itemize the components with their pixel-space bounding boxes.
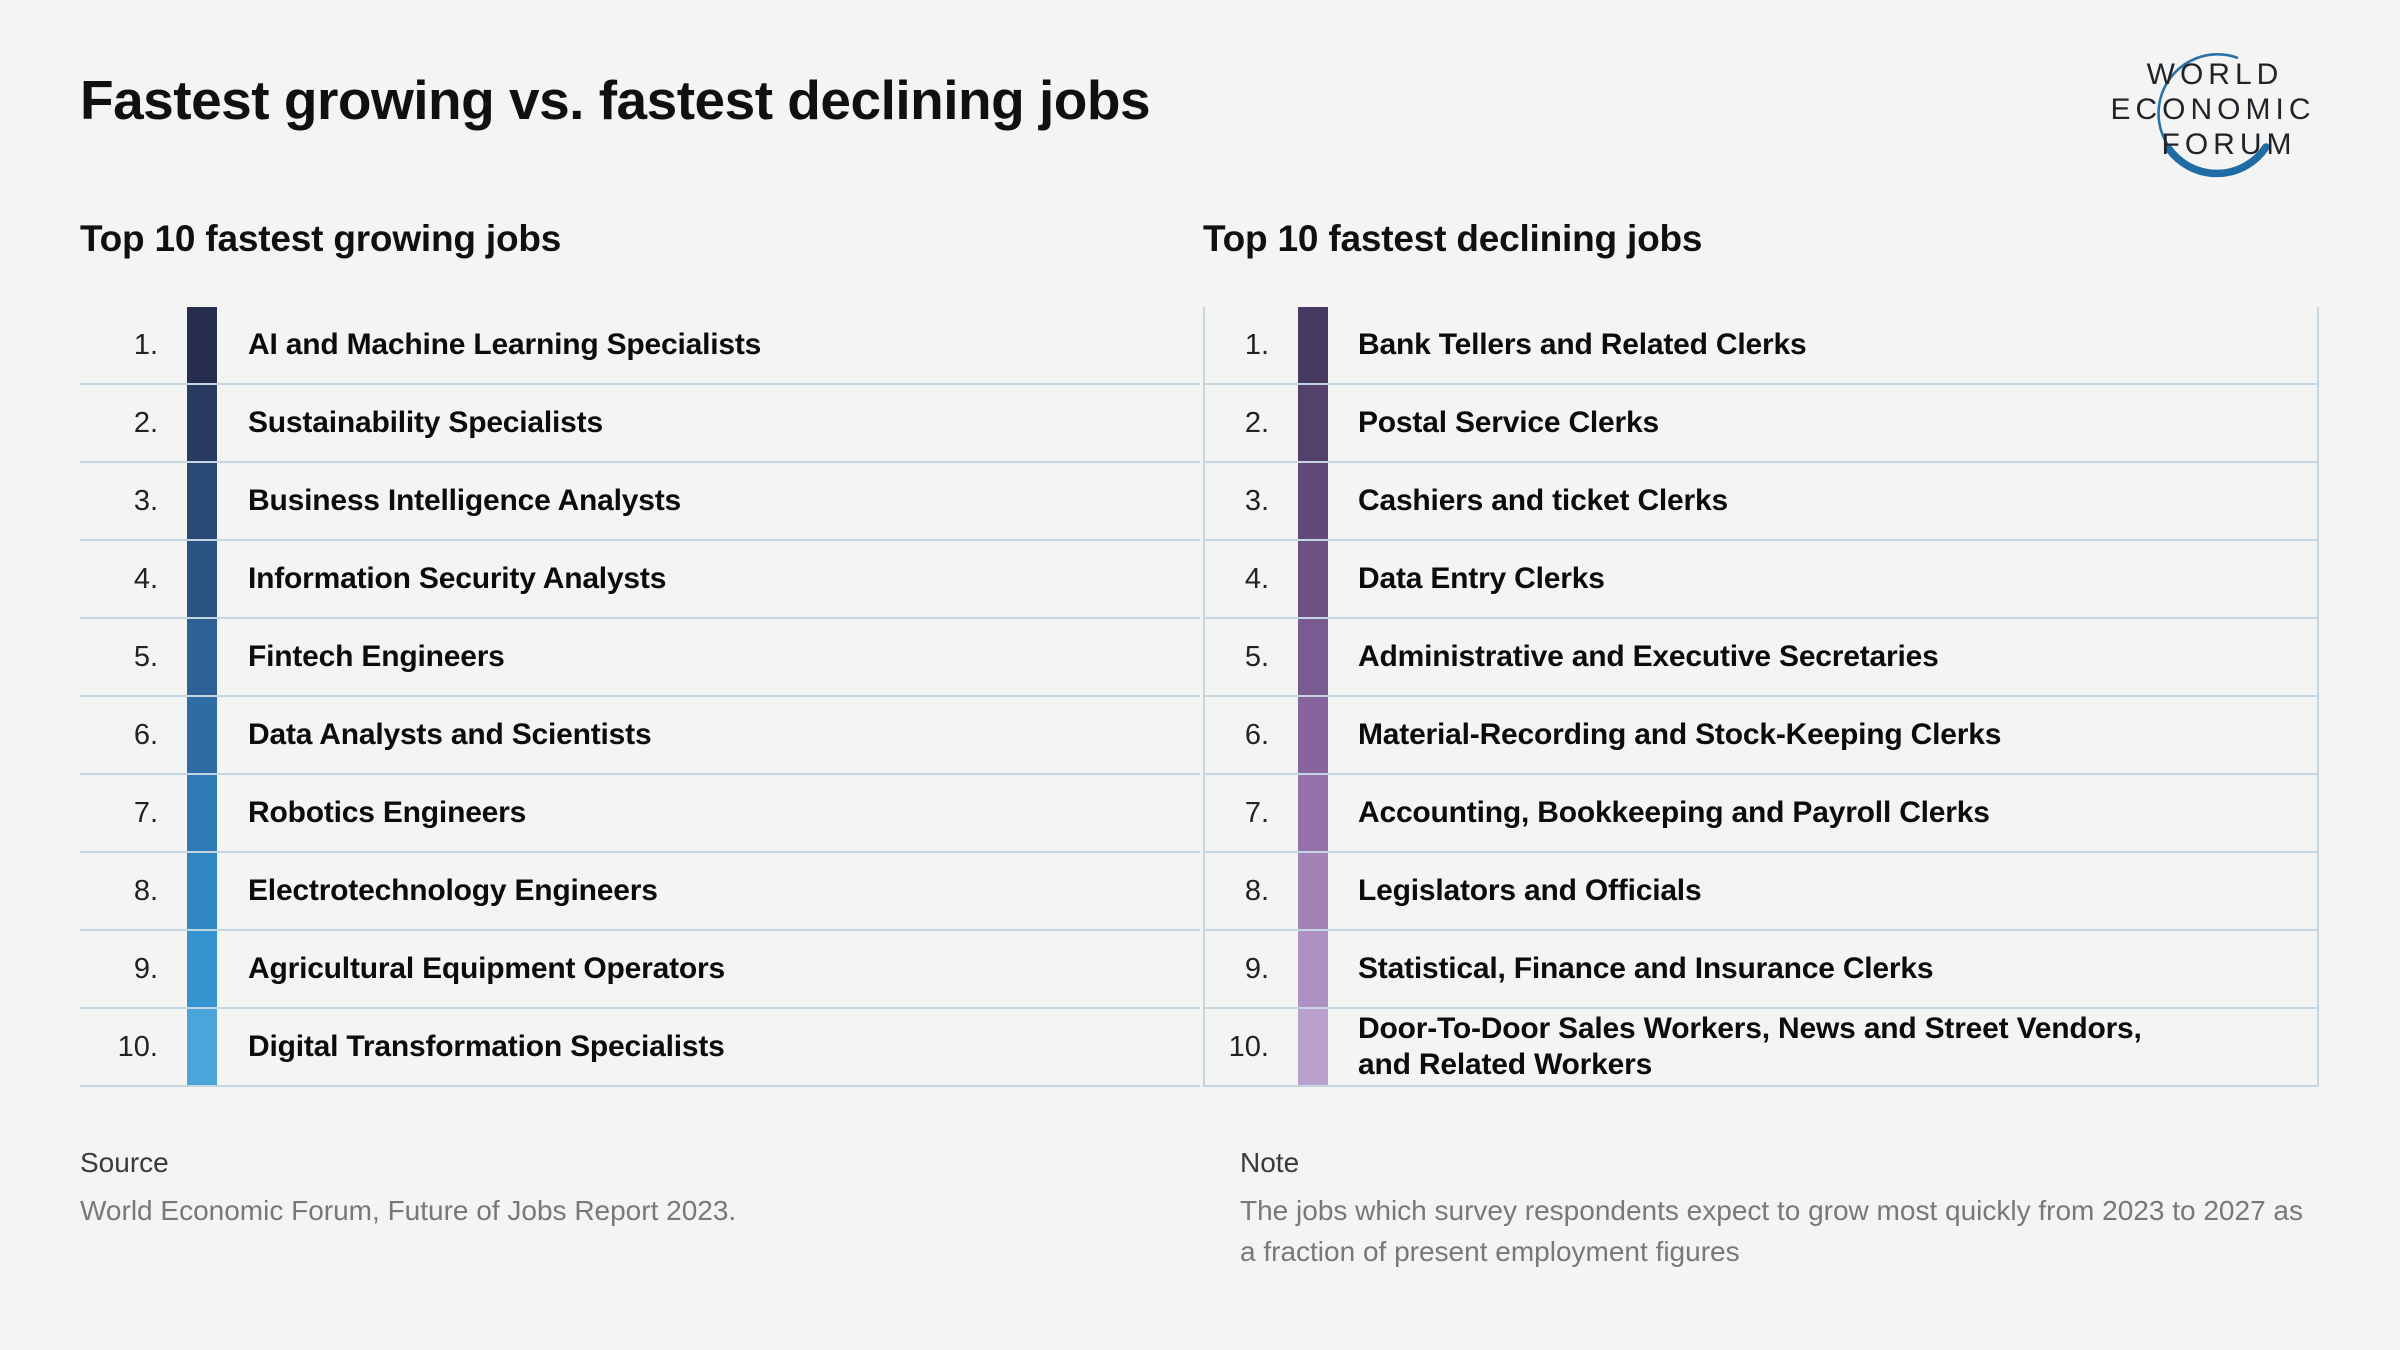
job-label: AI and Machine Learning Specialists [248, 328, 762, 361]
job-label: Sustainability Specialists [248, 406, 603, 439]
declining-heading: Top 10 fastest declining jobs [1203, 218, 1703, 259]
wef-logo-line-1: WORLD [2147, 58, 2284, 91]
job-label: Material-Recording and Stock-Keeping Cle… [1358, 718, 2002, 751]
source-text: World Economic Forum, Future of Jobs Rep… [80, 1195, 737, 1226]
rank-color-swatch [187, 463, 217, 539]
rank-color-swatch [187, 697, 217, 773]
source-heading: Source [80, 1147, 169, 1178]
table-row: 10. Digital Transformation Specialists [80, 1009, 1200, 1087]
note-block: Note The jobs which survey respondents e… [1240, 1147, 2325, 1272]
rank-color-swatch [1298, 775, 1328, 851]
growing-column: Top 10 fastest growing jobs 1. AI and Ma… [80, 218, 1200, 1087]
growing-heading: Top 10 fastest growing jobs [80, 218, 562, 259]
rank-color-swatch [1298, 697, 1328, 773]
rank-label: 2. [1244, 406, 1269, 439]
rank-label: 8. [133, 874, 158, 907]
rank-label: 9. [1244, 952, 1269, 985]
job-label: Business Intelligence Analysts [248, 484, 682, 517]
growing-list: 1. AI and Machine Learning Specialists 2… [80, 307, 1200, 1087]
job-label: Postal Service Clerks [1358, 406, 1659, 439]
rank-color-swatch [1298, 619, 1328, 695]
job-label: Robotics Engineers [248, 796, 527, 829]
rank-label: 1. [133, 328, 158, 361]
page-title: Fastest growing vs. fastest declining jo… [80, 69, 1151, 131]
table-row: 8. Electrotechnology Engineers [80, 853, 1200, 931]
rank-color-swatch [187, 931, 217, 1007]
rank-label: 8. [1244, 874, 1269, 907]
rank-color-swatch [187, 385, 217, 461]
table-row: 7. Accounting, Bookkeeping and Payroll C… [1205, 775, 2317, 853]
rank-color-swatch [187, 1009, 217, 1085]
table-row: 6. Data Analysts and Scientists [80, 697, 1200, 775]
table-row: 9. Agricultural Equipment Operators [80, 931, 1200, 1009]
rank-color-swatch [187, 307, 217, 383]
job-label: Accounting, Bookkeeping and Payroll Cler… [1358, 796, 1990, 829]
job-label: Electrotechnology Engineers [248, 874, 658, 907]
job-label: Digital Transformation Specialists [248, 1030, 725, 1063]
note-text: The jobs which survey respondents expect… [1240, 1195, 2303, 1267]
rank-color-swatch [1298, 463, 1328, 539]
rank-label: 9. [133, 952, 158, 985]
rank-color-swatch [187, 853, 217, 929]
rank-label: 10. [117, 1030, 158, 1063]
rank-color-swatch [1298, 853, 1328, 929]
job-label: Bank Tellers and Related Clerks [1358, 328, 1807, 361]
job-label: Data Analysts and Scientists [248, 718, 652, 751]
rank-color-swatch [1298, 541, 1328, 617]
declining-column: Top 10 fastest declining jobs 1. Bank Te… [1203, 218, 2319, 1087]
table-row: 2. Postal Service Clerks [1205, 385, 2317, 463]
job-label: Data Entry Clerks [1358, 562, 1605, 595]
table-row: 1. AI and Machine Learning Specialists [80, 307, 1200, 385]
table-row: 3. Cashiers and ticket Clerks [1205, 463, 2317, 541]
job-label: Cashiers and ticket Clerks [1358, 484, 1728, 517]
rank-color-swatch [187, 541, 217, 617]
table-row: 2. Sustainability Specialists [80, 385, 1200, 463]
rank-label: 7. [1244, 796, 1269, 829]
rank-color-swatch [187, 775, 217, 851]
rank-label: 4. [1244, 562, 1269, 595]
job-label: Fintech Engineers [248, 640, 505, 673]
table-row: 9. Statistical, Finance and Insurance Cl… [1205, 931, 2317, 1009]
rank-label: 5. [133, 640, 158, 673]
rank-label: 3. [1244, 484, 1269, 517]
rank-label: 6. [1244, 718, 1269, 751]
job-label: Door-To-Door Sales Workers, News and Str… [1358, 1012, 2142, 1081]
job-label: Administrative and Executive Secretaries [1358, 640, 1939, 673]
table-row: 4. Information Security Analysts [80, 541, 1200, 619]
table-row: 5. Administrative and Executive Secretar… [1205, 619, 2317, 697]
job-label: Agricultural Equipment Operators [248, 952, 725, 985]
rank-color-swatch [1298, 1009, 1328, 1085]
source-block: Source World Economic Forum, Future of J… [80, 1147, 1140, 1232]
job-label: Statistical, Finance and Insurance Clerk… [1358, 952, 1934, 985]
table-row: 1. Bank Tellers and Related Clerks [1205, 307, 2317, 385]
rank-label: 5. [1244, 640, 1269, 673]
job-label: Legislators and Officials [1358, 874, 1702, 907]
rank-color-swatch [1298, 385, 1328, 461]
note-heading: Note [1240, 1147, 1300, 1178]
table-row: 7. Robotics Engineers [80, 775, 1200, 853]
rank-label: 3. [133, 484, 158, 517]
table-row: 8. Legislators and Officials [1205, 853, 2317, 931]
wef-arc-icon [2157, 53, 2270, 178]
declining-list: 1. Bank Tellers and Related Clerks 2. Po… [1203, 307, 2319, 1087]
table-row: 6. Material-Recording and Stock-Keeping … [1205, 697, 2317, 775]
table-row: 5. Fintech Engineers [80, 619, 1200, 697]
rank-label: 2. [133, 406, 158, 439]
rank-label: 6. [133, 718, 158, 751]
table-row: 10. Door-To-Door Sales Workers, News and… [1205, 1009, 2317, 1087]
rank-label: 1. [1244, 328, 1269, 361]
rank-color-swatch [1298, 931, 1328, 1007]
table-row: 4. Data Entry Clerks [1205, 541, 2317, 619]
wef-logo-line-3: FORUM [2162, 128, 2297, 161]
rank-label: 4. [133, 562, 158, 595]
rank-label: 7. [133, 796, 158, 829]
table-row: 3. Business Intelligence Analysts [80, 463, 1200, 541]
rank-label: 10. [1228, 1030, 1269, 1063]
wef-logo-line-2: ECONOMIC [2111, 93, 2316, 126]
wef-logo: WORLD ECONOMIC FORUM [2111, 53, 2316, 178]
job-label: Information Security Analysts [248, 562, 667, 595]
rank-color-swatch [1298, 307, 1328, 383]
rank-color-swatch [187, 619, 217, 695]
